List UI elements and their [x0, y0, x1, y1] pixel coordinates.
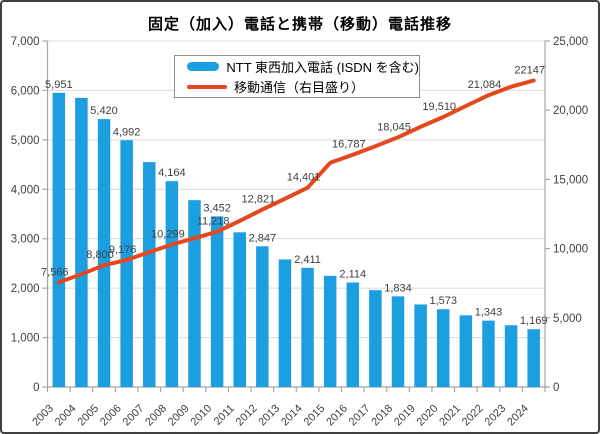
legend-label-mobile: 移動通信（右目盛り） [234, 80, 365, 95]
line-label-2016: 16,787 [332, 139, 366, 151]
x-tick-label-2016: 2016 [324, 403, 350, 429]
x-tick-label-2015: 2015 [302, 403, 328, 429]
right-axis-tick-label: 15,000 [553, 174, 588, 186]
bar-label-2008: 4,164 [158, 167, 186, 179]
x-tick-label-2007: 2007 [121, 403, 147, 429]
right-axis-tick-label: 20,000 [553, 105, 588, 117]
left-axis-tick-label: 4,000 [11, 184, 40, 196]
x-tick-label-2017: 2017 [347, 403, 373, 429]
x-tick-label-2004: 2004 [53, 403, 79, 429]
bar-2003 [52, 92, 66, 387]
x-tick-label-2014: 2014 [279, 403, 305, 429]
left-axis-tick-label: 0 [33, 382, 39, 394]
x-tick-label-2011: 2011 [212, 403, 237, 428]
x-tick-label-2023: 2023 [483, 403, 509, 429]
bar-label-2014: 2,411 [294, 254, 321, 266]
x-tick-label-2013: 2013 [256, 403, 282, 429]
left-axis-tick-label: 7,000 [11, 36, 40, 48]
line-label-2008: 10,299 [151, 228, 185, 240]
legend-entry-fixed-line: NTT 東西加入電話 (ISDN を含む) [187, 57, 419, 76]
bar-2016 [346, 282, 360, 387]
line-label-2010: 11,218 [197, 216, 230, 228]
line-label-2018: 18,045 [377, 121, 411, 133]
line-label-2005: 8,800 [86, 249, 114, 261]
legend-label-fixed: NTT 東西加入電話 (ISDN を含む) [226, 60, 419, 75]
left-axis-tick-label: 3,000 [11, 234, 40, 246]
bar-2012 [256, 246, 269, 387]
x-tick-label-2021: 2021 [437, 403, 463, 429]
bar-2021 [459, 315, 473, 387]
bar-2011 [233, 232, 246, 387]
bar-2019 [414, 304, 427, 387]
bar-label-2012: 2,847 [249, 232, 277, 244]
x-tick-label-2006: 2006 [98, 403, 124, 429]
bar-label-2018: 1,834 [384, 282, 412, 294]
bar-2015 [323, 275, 337, 387]
right-axis-tick-label: 25,000 [553, 36, 588, 48]
right-axis-tick-label: 10,000 [553, 244, 588, 256]
bar-2022 [482, 320, 495, 387]
x-tick-label-2020: 2020 [415, 403, 441, 429]
bar-label-2016: 2,114 [339, 269, 366, 281]
bar-label-2024: 1,169 [520, 315, 548, 327]
bar-2005 [97, 119, 111, 388]
mobile-line [56, 78, 536, 285]
bar-2013 [278, 259, 292, 387]
bar-label-2022: 1,343 [475, 307, 503, 319]
x-tick-label-2019: 2019 [392, 403, 418, 429]
line-label-2020: 19,510 [422, 101, 456, 113]
x-tick-label-2024: 2024 [505, 403, 531, 429]
x-tick-label-2009: 2009 [166, 403, 192, 429]
line-label-2014: 14,401 [287, 172, 321, 184]
left-axis-tick-label: 2,000 [11, 283, 40, 295]
legend-entry-mobile-line: 移動通信（右目盛り） [187, 77, 419, 96]
x-tick-label-2018: 2018 [369, 403, 395, 429]
line-label-2006: 9,176 [109, 244, 137, 256]
x-tick-label-2003: 2003 [30, 403, 56, 429]
line-series-swatch-icon [187, 84, 227, 89]
bar-label-2005: 5,420 [90, 105, 118, 117]
bar-label-2006: 4,992 [113, 126, 141, 138]
legend: NTT 東西加入電話 (ISDN を含む) 移動通信（右目盛り） [174, 55, 420, 98]
bar-2008 [165, 181, 179, 387]
bar-2024 [527, 329, 540, 387]
left-axis-tick-label: 6,000 [11, 85, 40, 97]
bar-2023 [504, 325, 518, 387]
x-tick-label-2012: 2012 [234, 403, 260, 429]
bar-2010 [210, 216, 224, 387]
bar-series-swatch-icon [187, 62, 220, 71]
line-label-2003: 7,566 [41, 266, 69, 278]
x-tick-label-2010: 2010 [189, 403, 215, 429]
bar-2007 [143, 162, 156, 387]
bar-label-2020: 1,573 [429, 295, 457, 307]
right-axis-tick-label: 0 [553, 382, 559, 394]
right-axis-tick-label: 5,000 [553, 313, 582, 325]
x-tick-label-2008: 2008 [143, 403, 169, 429]
bar-2006 [120, 140, 133, 387]
bar-2020 [436, 309, 450, 387]
bar-2018 [391, 296, 405, 387]
line-label-2024: 22147 [514, 64, 545, 76]
x-tick-label-2022: 2022 [460, 403, 486, 429]
left-axis-tick-label: 5,000 [11, 135, 40, 147]
line-label-2012: 12,821 [242, 194, 276, 206]
bar-label-2010: 3,452 [203, 202, 231, 214]
bar-label-2003: 5,951 [45, 79, 73, 91]
bar-2017 [369, 290, 382, 387]
bar-2004 [75, 97, 88, 387]
left-axis-tick-label: 1,000 [11, 333, 40, 345]
bar-2014 [301, 267, 314, 387]
x-tick-label-2005: 2005 [75, 403, 101, 429]
chart-title: 固定（加入）電話と携帯（移動）電話推移 [147, 16, 452, 33]
line-label-2022: 21,084 [468, 79, 502, 91]
bar-2009 [188, 200, 201, 387]
